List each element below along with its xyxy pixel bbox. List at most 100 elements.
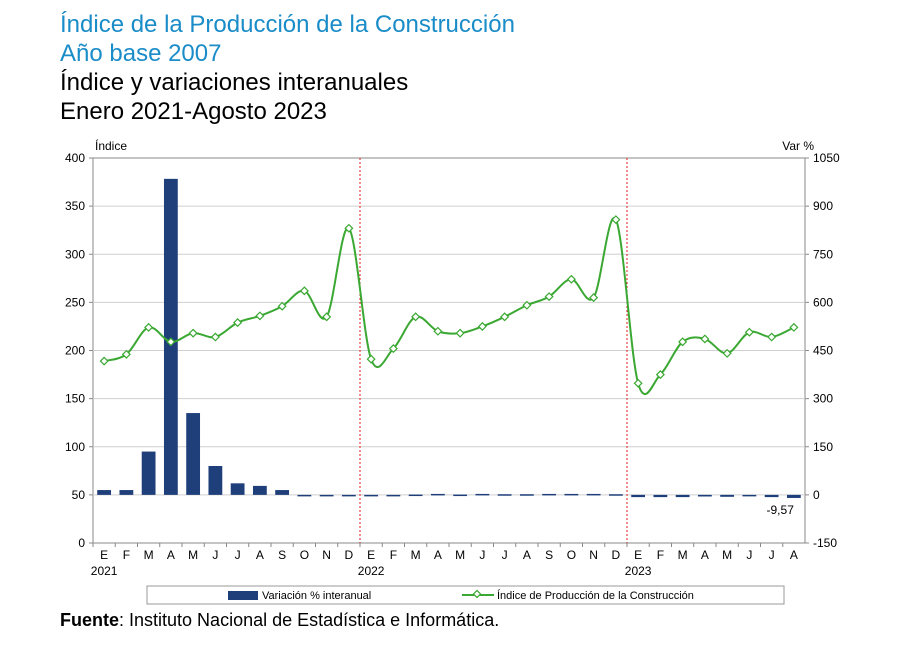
- bar: [297, 494, 312, 497]
- bar: [97, 490, 112, 495]
- index-point: [411, 312, 421, 322]
- bar: [341, 494, 356, 497]
- bar: [230, 483, 245, 495]
- x-tick-label: O: [300, 548, 309, 562]
- x-tick-label: M: [722, 548, 732, 562]
- year-separators: [359, 158, 628, 543]
- index-point: [767, 332, 777, 342]
- y-left-tick-label: 250: [65, 295, 85, 309]
- y-left-tick-label: 50: [72, 488, 86, 502]
- bar: [453, 494, 468, 497]
- y-right-tick-label: 0: [813, 488, 820, 502]
- bar: [631, 494, 646, 498]
- bar: [519, 494, 534, 496]
- y-right-tick-label: 300: [813, 392, 833, 406]
- y-axis-right-label: Var %: [782, 139, 814, 153]
- index-point: [344, 223, 354, 233]
- index-point: [633, 378, 643, 388]
- y-right-tick-label: 450: [813, 344, 833, 358]
- data-label: -9,57: [767, 503, 795, 517]
- y-left-tick-label: 400: [65, 151, 85, 165]
- bar: [564, 493, 579, 496]
- index-point: [99, 356, 109, 366]
- axes: 0 50 100 150 200 250 300 350 400 -150 0 150 300 450 60…: [65, 151, 840, 578]
- y-right-tick-label: 1050: [813, 151, 840, 165]
- chart-heading: Índice y variaciones interanuales: [60, 69, 409, 96]
- index-point: [544, 292, 554, 302]
- bar: [586, 493, 601, 496]
- y-axis-left-label: Índice: [95, 138, 127, 153]
- x-tick-label: J: [502, 548, 508, 562]
- x-tick-label: J: [235, 548, 241, 562]
- index-point: [722, 348, 732, 358]
- index-point: [744, 327, 754, 337]
- x-tick-label: A: [256, 548, 264, 562]
- x-tick-label: F: [390, 548, 397, 562]
- y-right-tick-label: 750: [813, 247, 833, 261]
- bar: [163, 178, 178, 495]
- source-label: Fuente: [60, 610, 120, 630]
- bar: [319, 494, 334, 497]
- bar: [697, 494, 712, 497]
- x-tick-label: A: [701, 548, 709, 562]
- index-point: [433, 326, 443, 336]
- x-tick-label: E: [634, 548, 642, 562]
- x-tick-label: M: [411, 548, 421, 562]
- x-tick-label: D: [345, 548, 354, 562]
- chart-period: Enero 2021-Agosto 2023: [60, 98, 327, 125]
- x-tick-label: J: [746, 548, 752, 562]
- index-point: [655, 370, 665, 380]
- index-point: [522, 300, 532, 310]
- bar: [386, 494, 401, 497]
- x-tick-label: N: [589, 548, 598, 562]
- x-tick-label: M: [144, 548, 154, 562]
- x-tick-label: A: [434, 548, 442, 562]
- legend-line-label: Índice de Producción de la Construcción: [497, 589, 694, 602]
- x-tick-label: J: [212, 548, 218, 562]
- x-tick-label: D: [612, 548, 621, 562]
- bar: [186, 413, 201, 495]
- bar: [141, 451, 156, 495]
- bar: [364, 494, 379, 497]
- index-point: [277, 301, 287, 311]
- index-point: [700, 334, 710, 344]
- x-tick-label: A: [790, 548, 798, 562]
- y-left-tick-label: 100: [65, 440, 85, 454]
- index-line: [103, 216, 795, 395]
- index-point: [166, 337, 176, 347]
- x-tick-label: E: [367, 548, 375, 562]
- y-left-tick-label: 150: [65, 392, 85, 406]
- x-tick-label: F: [657, 548, 664, 562]
- y-right-tick-label: 900: [813, 199, 833, 213]
- bar: [497, 494, 512, 496]
- x-tick-label: J: [479, 548, 485, 562]
- x-tick-label: M: [455, 548, 465, 562]
- index-point: [566, 274, 576, 284]
- source-text: : Instituto Nacional de Estadística e In…: [119, 610, 500, 630]
- legend-bar-label: Variación % interanual: [262, 590, 371, 602]
- index-point: [500, 312, 510, 322]
- y-right-tick-label: 600: [813, 295, 833, 309]
- legend-line-marker: [472, 589, 482, 599]
- bar: [275, 490, 290, 495]
- bar: [408, 494, 423, 497]
- year-label: 2023: [625, 564, 652, 578]
- index-point: [233, 318, 243, 328]
- bar: [742, 494, 757, 497]
- index-point: [255, 311, 265, 321]
- bar: [542, 493, 557, 496]
- x-tick-label: O: [567, 548, 576, 562]
- source-note: Fuente: Instituto Nacional de Estadístic…: [60, 610, 499, 631]
- x-tick-label: J: [769, 548, 775, 562]
- legend-bar-swatch: [228, 591, 258, 600]
- x-tick-label: A: [523, 548, 531, 562]
- bar: [252, 485, 267, 495]
- index-point: [366, 354, 376, 364]
- chart-titles: Índice de la Producción de la Construcci…: [60, 10, 515, 126]
- bar: [764, 494, 779, 498]
- index-point: [210, 332, 220, 342]
- index-point: [611, 215, 621, 225]
- line-series: [99, 215, 799, 395]
- y-right-tick-label: -150: [813, 536, 837, 550]
